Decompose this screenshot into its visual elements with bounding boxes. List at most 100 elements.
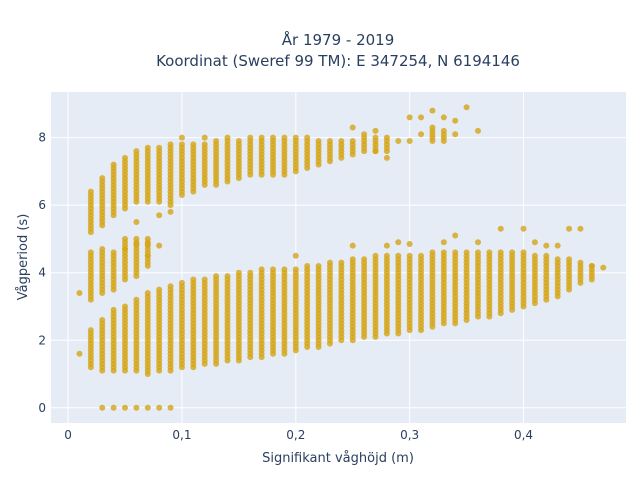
data-point [190, 141, 197, 148]
data-point [452, 232, 459, 239]
data-point [292, 266, 299, 273]
data-point [258, 134, 265, 141]
data-point [144, 404, 151, 411]
data-point [395, 239, 402, 246]
x-axis-label: Signifikant våghöjd (m) [262, 451, 414, 466]
data-point [372, 134, 379, 141]
data-point [235, 269, 242, 276]
data-point [270, 134, 277, 141]
data-point [178, 279, 185, 286]
data-point [531, 252, 538, 259]
chart-title-line-2: Koordinat (Sweref 99 TM): E 347254, N 61… [156, 52, 520, 70]
x-tick-label: 0 [64, 428, 72, 442]
data-point [429, 124, 436, 131]
data-point [122, 246, 129, 253]
data-point [292, 252, 299, 259]
data-point [372, 252, 379, 259]
data-point [110, 306, 117, 313]
data-point [156, 404, 163, 411]
data-point [509, 249, 516, 256]
y-tick-label: 0 [38, 401, 46, 415]
data-point [383, 154, 390, 161]
data-point [349, 137, 356, 144]
data-point [201, 141, 208, 148]
data-point [122, 303, 129, 310]
data-point [497, 225, 504, 232]
x-tick-labels: 0 0,1 0,2 0,3 0,4 [64, 428, 533, 442]
data-point [452, 131, 459, 138]
x-tick-label: 0,1 [172, 428, 191, 442]
data-point [167, 283, 174, 290]
data-point [167, 404, 174, 411]
data-point [315, 262, 322, 269]
data-point [144, 252, 151, 259]
data-point [406, 240, 413, 247]
data-point [383, 242, 390, 249]
data-point [349, 242, 356, 249]
data-point [304, 134, 311, 141]
data-point [566, 256, 573, 263]
data-point [406, 114, 413, 121]
x-tick-label: 0,3 [400, 428, 419, 442]
data-point [110, 249, 117, 256]
y-tick-label: 6 [38, 198, 46, 212]
data-point [144, 144, 151, 151]
data-point [361, 256, 368, 263]
data-point [156, 286, 163, 293]
data-point [543, 242, 550, 249]
data-point [292, 134, 299, 141]
x-tick-label: 0,4 [514, 428, 533, 442]
data-points [76, 104, 607, 411]
data-point [440, 127, 447, 134]
data-point [201, 134, 208, 141]
data-point [122, 404, 129, 411]
data-point [133, 148, 140, 155]
data-point [156, 242, 163, 249]
x-tick-label: 0,2 [286, 428, 305, 442]
data-point [429, 249, 436, 256]
data-point [315, 137, 322, 144]
data-point [418, 114, 425, 121]
data-point [281, 134, 288, 141]
data-point [201, 276, 208, 283]
data-point [235, 137, 242, 144]
data-point [349, 124, 356, 131]
data-point [474, 239, 481, 246]
data-point [99, 404, 106, 411]
data-point [543, 252, 550, 259]
data-point [463, 249, 470, 256]
data-point [167, 141, 174, 148]
data-point [429, 107, 436, 114]
chart-title-line-1: År 1979 - 2019 [282, 30, 395, 49]
data-point [122, 154, 129, 161]
data-point [178, 141, 185, 148]
data-point [600, 264, 607, 271]
data-point [520, 225, 527, 232]
data-point [110, 404, 117, 411]
data-point [133, 296, 140, 303]
data-point [383, 134, 390, 141]
data-point [258, 266, 265, 273]
data-point [326, 259, 333, 266]
data-point [326, 137, 333, 144]
data-point [76, 289, 83, 296]
data-point [99, 246, 106, 253]
data-point [87, 188, 94, 195]
data-point [99, 175, 106, 182]
data-point [110, 161, 117, 168]
data-point [133, 219, 140, 226]
data-point [554, 256, 561, 263]
data-point [486, 249, 493, 256]
y-tick-label: 2 [38, 333, 46, 347]
y-tick-label: 4 [38, 266, 46, 280]
data-point [566, 225, 573, 232]
data-point [418, 131, 425, 138]
data-point [372, 148, 379, 155]
data-point [213, 137, 220, 144]
data-point [281, 266, 288, 273]
data-point [463, 104, 470, 111]
data-point [167, 208, 174, 215]
data-point [577, 225, 584, 232]
